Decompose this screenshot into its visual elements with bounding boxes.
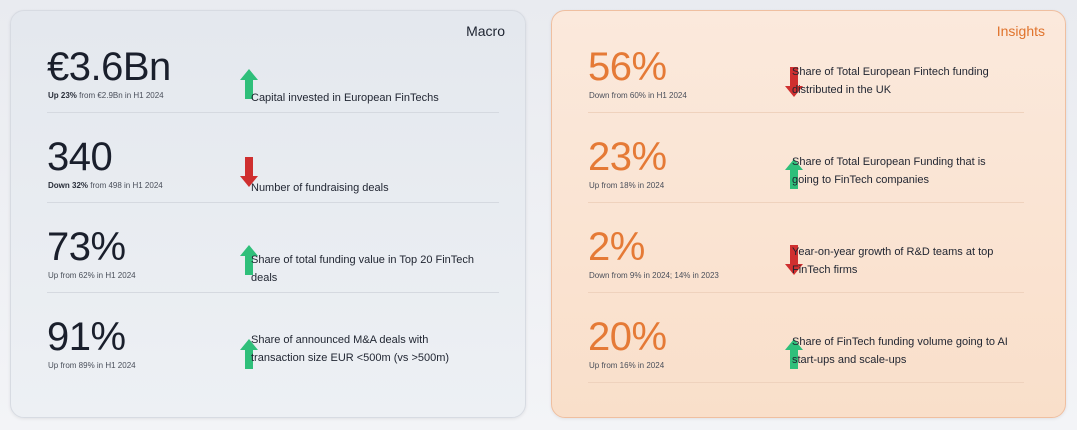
arrow-up-icon xyxy=(240,245,258,275)
arrow-up-icon xyxy=(785,159,803,189)
macro-title: Macro xyxy=(466,23,505,39)
stat-value: 23% xyxy=(588,135,667,179)
stat-change-emphasis: Down 32% xyxy=(48,181,89,190)
stat-value: 56% xyxy=(588,45,667,89)
stat-change: Up from 89% in H1 2024 xyxy=(48,361,136,370)
row-divider xyxy=(47,202,499,203)
stat-change-text: Up from 18% in 2024 xyxy=(589,181,665,190)
arrow-down-icon xyxy=(785,67,803,97)
stat-change: Up from 18% in 2024 xyxy=(589,181,664,190)
macro-panel: Macro €3.6Bn Up 23% from €2.9Bn in H1 20… xyxy=(10,10,526,418)
stat-value: 340 xyxy=(47,135,113,179)
stat-description: Share of Total European Funding that is … xyxy=(792,156,986,186)
arrow-down-icon xyxy=(785,245,803,275)
stat-description: Capital invested in European FinTechs xyxy=(251,92,439,104)
stat-change: Down from 60% in H1 2024 xyxy=(589,91,687,100)
stat-change: Up 23% from €2.9Bn in H1 2024 xyxy=(48,91,164,100)
stat-value: 91% xyxy=(47,315,126,359)
stat-change-text: from 498 in H1 2024 xyxy=(88,181,163,190)
stat-description: Share of FinTech funding volume going to… xyxy=(792,336,1008,366)
stat-description: Share of Total European Fintech funding … xyxy=(792,66,989,96)
stat-change-text: Down from 60% in H1 2024 xyxy=(589,91,687,100)
arrow-up-icon xyxy=(240,339,258,369)
stat-change: Down from 9% in 2024; 14% in 2023 xyxy=(589,271,719,280)
stat-value: €3.6Bn xyxy=(47,45,171,89)
row-divider xyxy=(588,202,1024,203)
insights-row: 2% Down from 9% in 2024; 14% in 2023 Yea… xyxy=(588,223,1024,313)
arrow-up-icon xyxy=(240,69,258,99)
macro-row: €3.6Bn Up 23% from €2.9Bn in H1 2024 Cap… xyxy=(47,43,499,133)
stat-change-text: Up from 16% in 2024 xyxy=(589,361,665,370)
stat-change: Up from 16% in 2024 xyxy=(589,361,664,370)
row-divider xyxy=(588,382,1024,383)
stat-description: Share of total funding value in Top 20 F… xyxy=(251,254,475,284)
insights-row: 23% Up from 18% in 2024 Share of Total E… xyxy=(588,133,1024,223)
stat-description: Number of fundraising deals xyxy=(251,182,389,194)
stat-change-text: from €2.9Bn in H1 2024 xyxy=(76,91,164,100)
macro-row: 91% Up from 89% in H1 2024 Share of anno… xyxy=(47,313,499,403)
stat-change: Down 32% from 498 in H1 2024 xyxy=(48,181,163,190)
arrow-up-icon xyxy=(785,339,803,369)
row-divider xyxy=(47,292,499,293)
stat-description: Share of announced M&A deals with transa… xyxy=(251,334,450,364)
insights-panel: Insights 56% Down from 60% in H1 2024 Sh… xyxy=(551,10,1066,418)
stat-description: Year-on-year growth of R&D teams at top … xyxy=(792,246,994,276)
stat-change: Up from 62% in H1 2024 xyxy=(48,271,136,280)
stat-value: 2% xyxy=(588,225,645,269)
stat-value: 73% xyxy=(47,225,126,269)
insights-row: 56% Down from 60% in H1 2024 Share of To… xyxy=(588,43,1024,133)
arrow-down-icon xyxy=(240,157,258,187)
stat-change-emphasis: Up 23% xyxy=(48,91,77,100)
macro-row: 340 Down 32% from 498 in H1 2024 Number … xyxy=(47,133,499,223)
row-divider xyxy=(47,112,499,113)
stat-value: 20% xyxy=(588,315,667,359)
stat-change-text: Up from 89% in H1 2024 xyxy=(48,361,136,370)
stat-change-text: Up from 62% in H1 2024 xyxy=(48,271,136,280)
row-divider xyxy=(588,292,1024,293)
insights-title: Insights xyxy=(996,23,1045,39)
stat-change-text: Down from 9% in 2024; 14% in 2023 xyxy=(589,271,719,280)
macro-row: 73% Up from 62% in H1 2024 Share of tota… xyxy=(47,223,499,313)
insights-row: 20% Up from 16% in 2024 Share of FinTech… xyxy=(588,313,1024,403)
row-divider xyxy=(588,112,1024,113)
